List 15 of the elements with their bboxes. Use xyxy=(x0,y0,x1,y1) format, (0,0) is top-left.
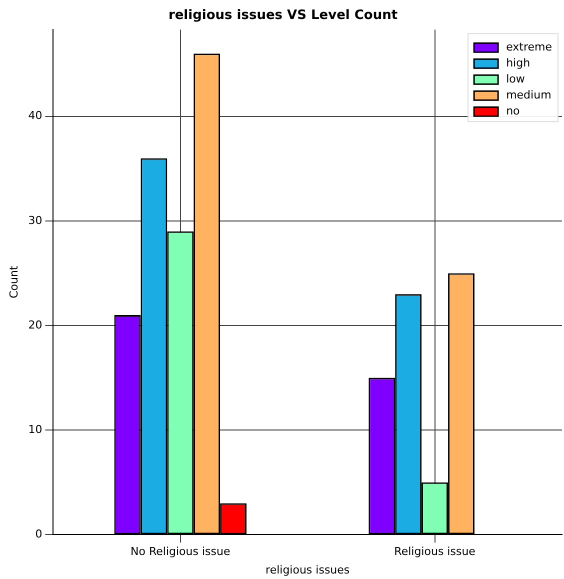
legend-label: no xyxy=(506,104,520,118)
y-tick-label: 30 xyxy=(28,214,42,227)
x-axis-title: religious issues xyxy=(266,563,350,576)
y-tick-label: 10 xyxy=(28,422,42,436)
chart-title: religious issues VS Level Count xyxy=(168,8,398,24)
y-tick-label: 20 xyxy=(28,318,42,332)
y-tick-label: 0 xyxy=(35,527,42,540)
legend-label: high xyxy=(506,56,530,70)
legend-label: medium xyxy=(506,88,552,102)
y-tick-label: 40 xyxy=(28,109,42,122)
x-tick-label: No Religious issue xyxy=(130,545,230,558)
x-tick-label: Religious issue xyxy=(394,545,476,558)
legend-label: low xyxy=(506,72,525,86)
y-axis-title: Count xyxy=(7,265,20,298)
legend-label: extreme xyxy=(506,40,552,54)
